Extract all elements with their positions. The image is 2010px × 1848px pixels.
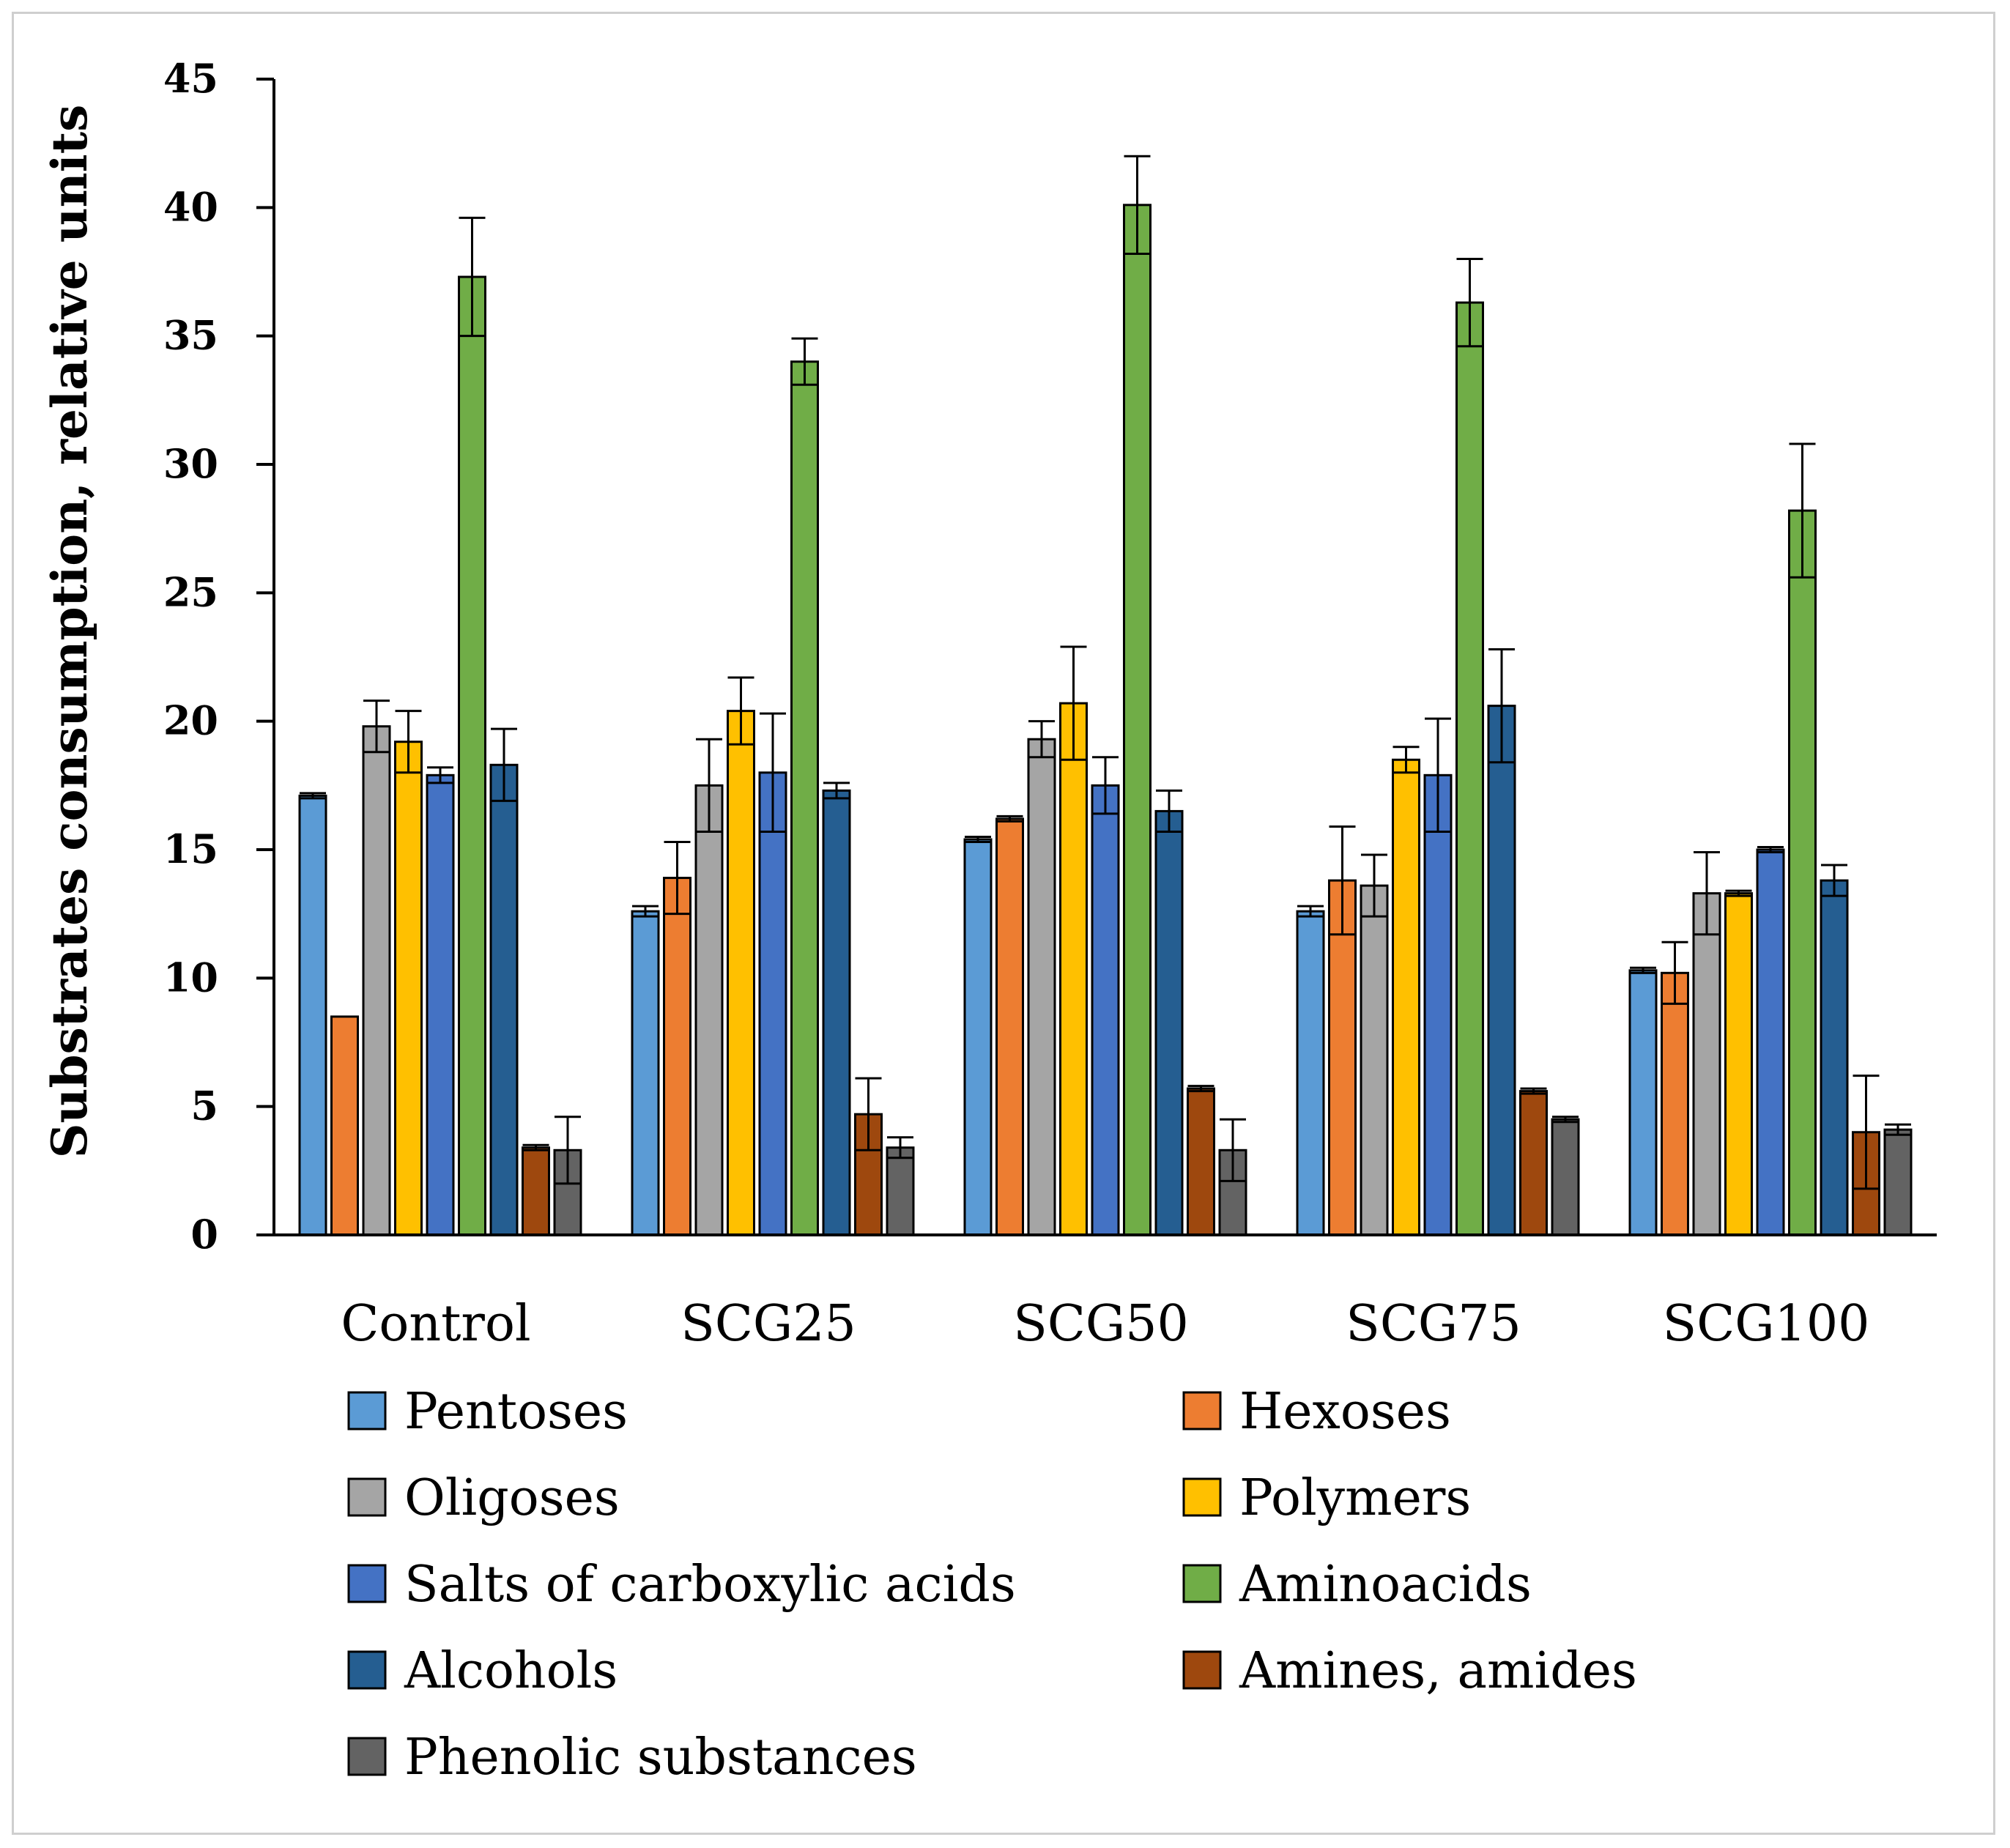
legend-swatch	[347, 1564, 387, 1603]
bar-scg100-oligoses	[1692, 892, 1721, 1236]
bar-scg75-amines-amides	[1519, 1090, 1548, 1236]
y-ticks: 0 5 10 15 20 25 30 35 40 45	[163, 55, 274, 1258]
bar-scg25-pentoses	[631, 910, 660, 1236]
y-axis-title: Substrates consumption, relative units	[41, 105, 98, 1159]
bar-scg100-salts-of-carboxylic-acids	[1756, 848, 1785, 1236]
x-category-labels: Control SCG25 SCG50 SCG75 SCG100	[341, 1295, 1869, 1353]
bar-scg75-salts-of-carboxylic-acids	[1423, 773, 1453, 1236]
legend-swatch	[347, 1650, 387, 1690]
bar-control-pentoses	[298, 794, 327, 1236]
category-label: SCG75	[1346, 1295, 1521, 1353]
chart-frame	[12, 12, 1995, 1835]
bar-control-alcohols	[489, 763, 519, 1236]
legend-swatch	[347, 1477, 387, 1517]
legend-label: Phenolic substances	[404, 1729, 917, 1786]
bar-scg100-phenolic-substances	[1883, 1128, 1913, 1236]
bar-scg25-polymers	[727, 710, 755, 1236]
bar-scg50-amines-amides	[1187, 1087, 1215, 1236]
axes-layer	[272, 79, 1937, 1236]
bar-scg50-alcohols	[1154, 809, 1184, 1236]
bar-scg100-pentoses	[1628, 969, 1658, 1236]
legend-label: Salts of carboxylic acids	[404, 1556, 1016, 1614]
bar-scg50-salts-of-carboxylic-acids	[1091, 784, 1120, 1236]
legend-label: Oligoses	[404, 1469, 620, 1527]
legend-label: Alcohols	[404, 1642, 618, 1700]
bar-scg75-alcohols	[1487, 705, 1516, 1236]
y-tick-label: 5	[190, 1083, 218, 1129]
bar-scg25-salts-of-carboxylic-acids	[758, 771, 787, 1236]
category-label: SCG100	[1663, 1295, 1870, 1353]
bar-control-hexoses	[330, 1015, 359, 1236]
y-tick-label: 10	[163, 954, 218, 1001]
legend-label: Hexoses	[1239, 1383, 1451, 1441]
legend-swatch	[347, 1737, 387, 1776]
bar-scg25-aminoacids	[790, 360, 819, 1236]
category-label: SCG25	[680, 1295, 856, 1353]
y-tick-label: 45	[163, 55, 218, 102]
bar-scg50-hexoses	[995, 817, 1024, 1236]
legend-swatch	[1182, 1650, 1222, 1690]
bar-control-aminoacids	[458, 275, 486, 1236]
bar-scg50-aminoacids	[1123, 204, 1152, 1236]
category-label: Control	[341, 1295, 530, 1353]
bar-scg75-pentoses	[1296, 910, 1325, 1236]
legend-label: Aminoacids	[1239, 1556, 1532, 1614]
bar-scg50-polymers	[1059, 702, 1088, 1236]
legend-label: Polymers	[1239, 1469, 1471, 1527]
bars-layer	[298, 155, 1913, 1236]
bar-scg100-polymers	[1724, 892, 1753, 1236]
y-tick-label: 15	[163, 825, 218, 872]
bar-control-oligoses	[362, 725, 391, 1236]
y-tick-label: 0	[190, 1211, 218, 1258]
bar-scg50-pentoses	[963, 838, 993, 1236]
y-tick-label: 20	[163, 697, 218, 744]
bar-scg25-phenolic-substances	[886, 1146, 915, 1236]
legend-swatch	[1182, 1391, 1222, 1430]
y-tick-label: 40	[163, 183, 218, 230]
bar-scg25-hexoses	[663, 877, 691, 1236]
bar-control-polymers	[394, 741, 423, 1236]
bar-scg50-oligoses	[1027, 738, 1056, 1236]
bar-scg75-oligoses	[1360, 884, 1389, 1236]
bar-control-amines-amides	[522, 1146, 550, 1236]
bar-scg100-hexoses	[1661, 971, 1689, 1236]
y-tick-label: 25	[163, 568, 218, 615]
bar-scg75-phenolic-substances	[1551, 1118, 1580, 1236]
category-label: SCG50	[1013, 1295, 1188, 1353]
bar-scg25-oligoses	[694, 784, 724, 1236]
bar-control-salts-of-carboxylic-acids	[426, 773, 455, 1236]
bar-scg75-aminoacids	[1455, 301, 1484, 1236]
legend-label: Pentoses	[404, 1383, 628, 1441]
y-tick-label: 35	[163, 312, 218, 359]
bar-scg25-alcohols	[822, 789, 851, 1236]
legend-label: Amines, amides	[1239, 1642, 1637, 1700]
bar-scg100-alcohols	[1820, 879, 1849, 1236]
bar-scg100-aminoacids	[1788, 509, 1817, 1236]
legend-swatch	[1182, 1477, 1222, 1517]
bar-scg75-polymers	[1392, 758, 1420, 1236]
legend-swatch	[347, 1391, 387, 1430]
y-tick-label: 30	[163, 440, 218, 487]
legend-swatch	[1182, 1564, 1222, 1603]
legend: Pentoses Hexoses Oligoses Polymers Salts of …	[347, 1383, 1637, 1786]
